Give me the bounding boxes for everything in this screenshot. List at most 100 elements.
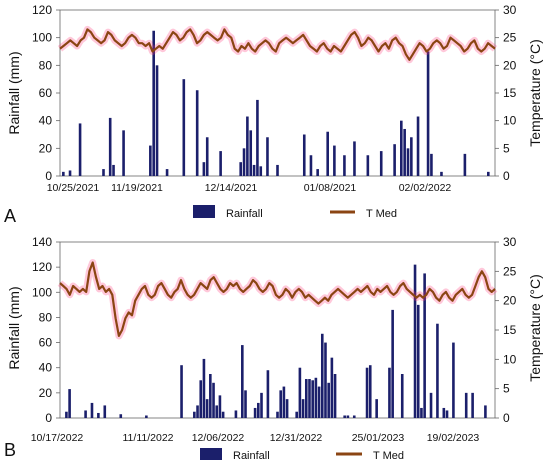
- panel-b-ytick-label: 60: [39, 336, 53, 350]
- panel-a-rainfall-bar: [149, 145, 152, 176]
- panel-b-rainfall-bar: [464, 392, 468, 418]
- panel-b-ytick-label: 20: [39, 386, 53, 400]
- panel-b-rainfall-bar: [320, 333, 324, 418]
- panel-a-legend-rainfall-swatch: [193, 205, 215, 218]
- panel-b-bars: [65, 264, 487, 418]
- panel-b-xtick-label: 11/11/2022: [123, 432, 174, 444]
- panel-b-rainfall-bar: [429, 392, 433, 418]
- panel-a-ytick-label: 120: [32, 3, 52, 17]
- panel-b-xtick-label: 12/06/2022: [192, 432, 245, 444]
- panel-b-rainfall-bar: [436, 323, 439, 418]
- panel-b-rainfall-bar: [196, 405, 199, 418]
- panel-b-y2label: Temperature (°C): [527, 274, 543, 382]
- panel-a-xtick-label: 12/14/2021: [205, 182, 258, 194]
- panel-b-rainfall-bar: [343, 415, 346, 418]
- panel-a-rainfall-bar: [333, 145, 336, 176]
- panel-a-rainfall-bar: [309, 155, 313, 176]
- panel-b-rainfall-bar: [218, 395, 222, 418]
- panel-b-ytick-label: 0: [45, 411, 52, 425]
- panel-b-rainfall-bar: [368, 365, 372, 418]
- panel-a-rainfall-bar: [249, 130, 253, 176]
- panel-b-ytick-label: 40: [39, 361, 53, 375]
- panel-a-y2tick-label: 25: [503, 31, 517, 45]
- panel-a-legend-rainfall-label: Rainfall: [226, 208, 263, 220]
- panel-a-rainfall-bar: [108, 117, 112, 176]
- panel-a-rainfall-bar: [379, 151, 383, 176]
- panel-b-rainfall-bar: [375, 399, 378, 418]
- panel-b-rainfall-bar: [241, 345, 244, 418]
- panel-b-y2tick-label: 20: [503, 294, 517, 308]
- panel-a-ytick-label: 0: [45, 169, 52, 183]
- panel-a-y2tick-label: 10: [503, 114, 517, 128]
- panel-a-legend-tmed-label: T Med: [366, 208, 397, 220]
- panel-b-rainfall-bar: [90, 402, 94, 418]
- panel-a-rainfall-bar: [78, 123, 82, 176]
- panel-b-xtick-label: 10/17/2022: [31, 432, 84, 444]
- panel-b-rainfall-bar: [304, 379, 308, 418]
- panel-a-legend: Rainfall T Med: [193, 205, 397, 220]
- panel-b-ytick-label: 80: [39, 310, 53, 324]
- panel-b-y2tick-label: 10: [503, 352, 517, 366]
- panel-b-rainfall-bar: [301, 399, 305, 418]
- panel-a-y2label: Temperature (°C): [527, 39, 543, 147]
- panel-b-rainfall-bar: [352, 415, 356, 418]
- panel-b-rainfall-bar: [327, 382, 330, 418]
- panel-b-y2tick-label: 25: [503, 264, 517, 278]
- panel-a-axes: 0 20 40 60 80 100 120 0 5 10 15 20 25 30 10/25/2021 11/…: [32, 3, 517, 194]
- panel-a-tmed-line: [57, 25, 498, 64]
- panel-b-rainfall-bar: [244, 390, 247, 418]
- panel-a-rainfall-bar: [266, 137, 269, 176]
- panel-b-rainfall-bar: [308, 379, 311, 418]
- panel-a-rainfall-bar: [326, 131, 329, 176]
- panel-a-rainfall-bar: [152, 30, 155, 176]
- panel-b-tmed-series: [59, 261, 496, 337]
- panel-b-rainfall-bar: [314, 377, 318, 418]
- panel-b-rainfall-bar: [333, 374, 337, 418]
- panel-a-rainfall-bar: [366, 155, 370, 176]
- panel-b-legend-rainfall-swatch: [200, 448, 222, 460]
- panel-b-ylabel: Rainfall (mm): [6, 286, 22, 369]
- panel-a-rainfall-bar: [259, 166, 263, 176]
- panel-b-rainfall-bar: [416, 304, 420, 418]
- panel-a-y2tick-label: 0: [503, 169, 510, 183]
- panel-a-y2tick-label: 30: [503, 3, 517, 17]
- panel-b-y2tick-label: 30: [503, 235, 517, 249]
- panel-b-y2tick-label: 5: [503, 382, 510, 396]
- panel-a-rainfall-bar: [302, 134, 306, 176]
- panel-b-rainfall-bar: [266, 370, 270, 418]
- panel-a-rainfall-bar: [393, 144, 396, 176]
- panel-a-rainfall-bar: [400, 120, 403, 176]
- panel-a-rainfall-bar: [242, 148, 246, 176]
- panel-a-rainfall-bar: [239, 162, 242, 176]
- panel-b-rainfall-bar: [279, 390, 282, 418]
- panel-b-rainfall-bar: [234, 410, 238, 418]
- panel-b-rainfall-bar: [202, 358, 206, 418]
- panel-b-rainfall-bar: [282, 386, 286, 418]
- panel-b-rainfall-bar: [199, 380, 203, 418]
- panel-b-rainfall-bar: [103, 405, 107, 418]
- panel-b-axes: 0 20 40 60 80 100 120 140 0 5 10 15 20 25 30 10/17/2022…: [31, 235, 517, 444]
- panel-a-rainfall-bar: [112, 164, 115, 176]
- panel-b-rainfall-bar: [253, 407, 257, 418]
- panel-a-rainfall-bar: [343, 155, 346, 176]
- panel-b-rainfall-bar: [324, 342, 327, 418]
- panel-b-rainfall-bar: [423, 273, 426, 418]
- panel-a-ytick-label: 80: [39, 58, 53, 72]
- panel-b-tmed-glow: [57, 259, 498, 340]
- panel-b-rainfall-bar: [285, 399, 289, 418]
- panel-b-ytick-label: 100: [32, 285, 52, 299]
- panel-b-rainfall-bar: [442, 407, 446, 418]
- panel-b-rainfall-bar: [295, 411, 298, 418]
- panel-a-rainfall-bar: [440, 171, 443, 176]
- panel-a-y2tick-label: 20: [503, 58, 517, 72]
- panel-a-rainfall-bar: [316, 169, 319, 176]
- panel-b-rainfall-bar: [298, 367, 302, 418]
- panel-b-rainfall-bar: [205, 399, 209, 418]
- panel-a-ylabel: Rainfall (mm): [6, 51, 22, 134]
- panel-a-rainfall-bar: [202, 162, 206, 176]
- panel-b-rainfall-bar: [257, 402, 260, 418]
- panel-b-y2tick-label: 15: [503, 323, 517, 337]
- panel-a-rainfall-bar: [406, 148, 410, 176]
- panel-b-rainfall-bar: [68, 389, 71, 418]
- panel-a-rainfall-bar: [430, 153, 433, 176]
